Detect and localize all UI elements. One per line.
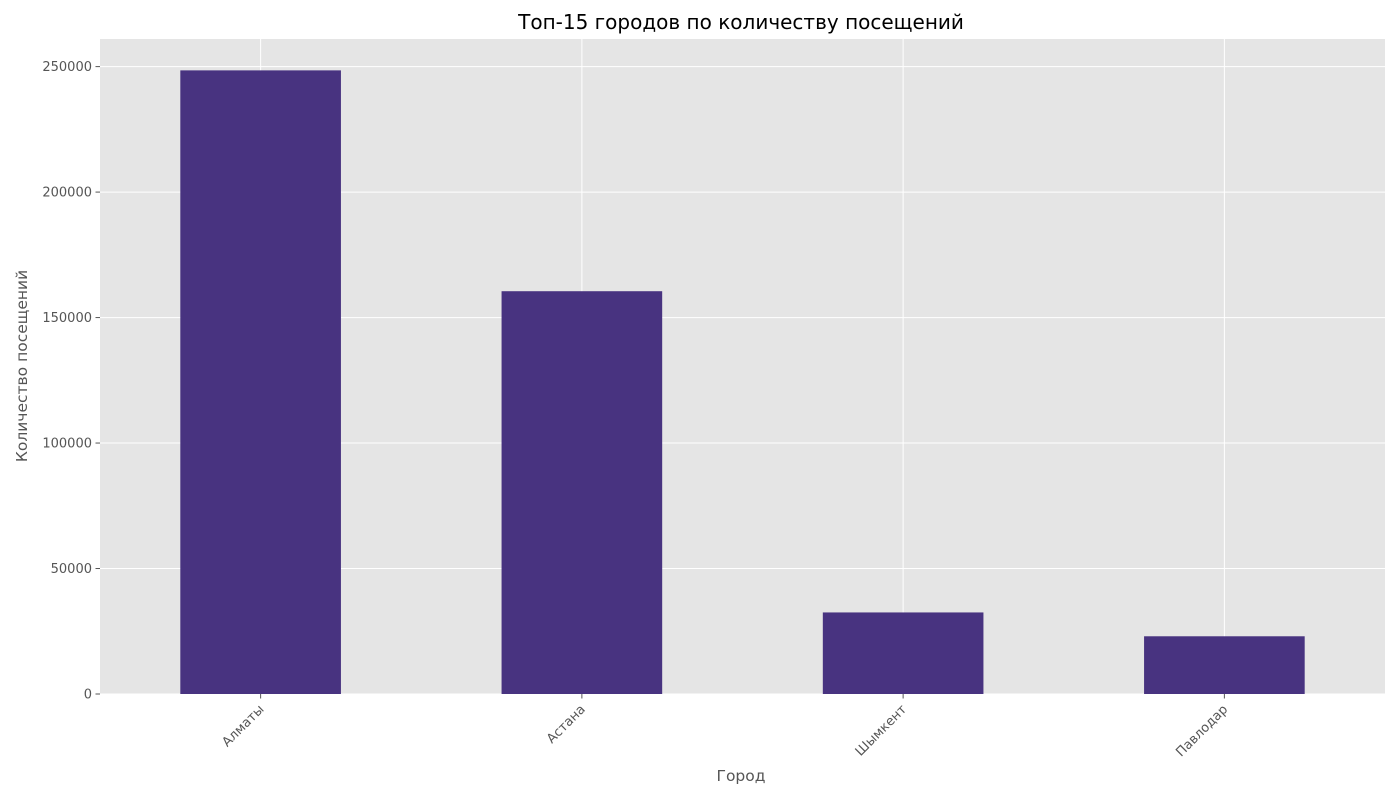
y-tick-label: 50000 (51, 562, 92, 577)
y-axis-label: Количество посещений (13, 270, 31, 462)
bar (180, 70, 341, 694)
x-tick-label: Павлодар (1173, 702, 1231, 760)
x-tick-label: Шымкент (853, 702, 911, 760)
y-tick-label: 200000 (42, 186, 92, 201)
y-tick-label: 250000 (42, 60, 92, 75)
y-axis: 0 50000 100000 150000 200000 250000 (42, 60, 100, 703)
bar (822, 612, 984, 694)
x-tick-label: Астана (544, 702, 589, 747)
chart-title: Топ-15 городов по количеству посещений (517, 10, 964, 34)
y-tick-label: 100000 (42, 437, 92, 452)
y-tick-label: 0 (84, 688, 92, 703)
bars (180, 70, 1305, 694)
bar (501, 291, 663, 694)
x-axis: Алматы Астана Шымкент Павлодар (220, 694, 1231, 760)
x-tick-label: Алматы (220, 702, 268, 750)
y-tick-label: 150000 (42, 311, 92, 326)
x-axis-label: Город (717, 767, 766, 785)
bar (1144, 636, 1305, 694)
